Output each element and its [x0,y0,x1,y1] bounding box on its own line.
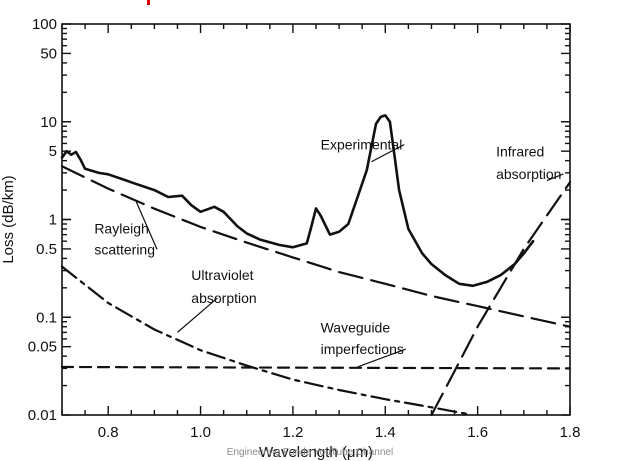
annotation-scattering: scattering [94,241,155,257]
y-tick-label: 0.01 [28,407,57,424]
series-experimental-line [60,114,535,288]
red-mark [147,0,150,5]
y-tick-label: 5 [49,143,57,160]
annotation-waveguide: Waveguide [321,319,391,335]
y-axis-title: Loss (dB/km) [0,175,17,263]
series-rayleigh-scattering-line [60,165,572,328]
annotations-layer: Experimental Infrared absorption Rayleigh sc… [94,137,564,368]
x-tick-label: 1.6 [467,424,488,441]
y-tick-label: 1 [49,212,57,229]
annotation-leader-line [357,348,407,368]
x-tick-label: 1.0 [190,424,211,441]
y-tick-label: 0.05 [28,339,57,356]
plot-frame [61,23,571,416]
x-tick-label: 0.8 [98,424,119,441]
y-tick-label: 0.1 [36,309,57,326]
annotation-absorption: absorption [191,290,256,306]
series-ultraviolet-absorption-line [60,265,470,416]
x-tick-label: 1.2 [282,424,303,441]
annotation-experimental: Experimental [321,137,403,153]
series-infrared-absorption-line [430,181,572,417]
y-tick-label: 50 [40,45,57,62]
y-tick-label: 100 [32,16,57,33]
annotation-leader-line [546,173,564,182]
annotation-ultraviolet: Ultraviolet [191,267,253,283]
annotation-leader-line [177,297,218,333]
annotation-rayleigh: Rayleigh [94,220,148,236]
x-axis-title: Wavelength (μm) [259,444,373,461]
ticks-layer: 0.8 1.0 1.2 1.4 1.6 1.8 0.01 0.05 0.1 0.5 1 5 10 50 10… [28,16,581,441]
x-tick-label: 1.8 [560,424,581,441]
y-tick-label: 0.5 [36,241,57,258]
annotation-infrared: Infrared [496,144,544,160]
y-tick-label: 10 [40,114,57,131]
series-waveguide-imperfections-line [60,365,572,370]
annotation-imperfections: imperfections [321,341,404,357]
watermark-text: Engineering Funda YouTube Channel [227,447,393,458]
annotation-leader-line [135,200,158,250]
series-layer [60,114,572,417]
annotation-leader-line [371,143,405,163]
annotation-absorption: absorption [496,166,561,182]
x-tick-label: 1.4 [375,424,396,441]
